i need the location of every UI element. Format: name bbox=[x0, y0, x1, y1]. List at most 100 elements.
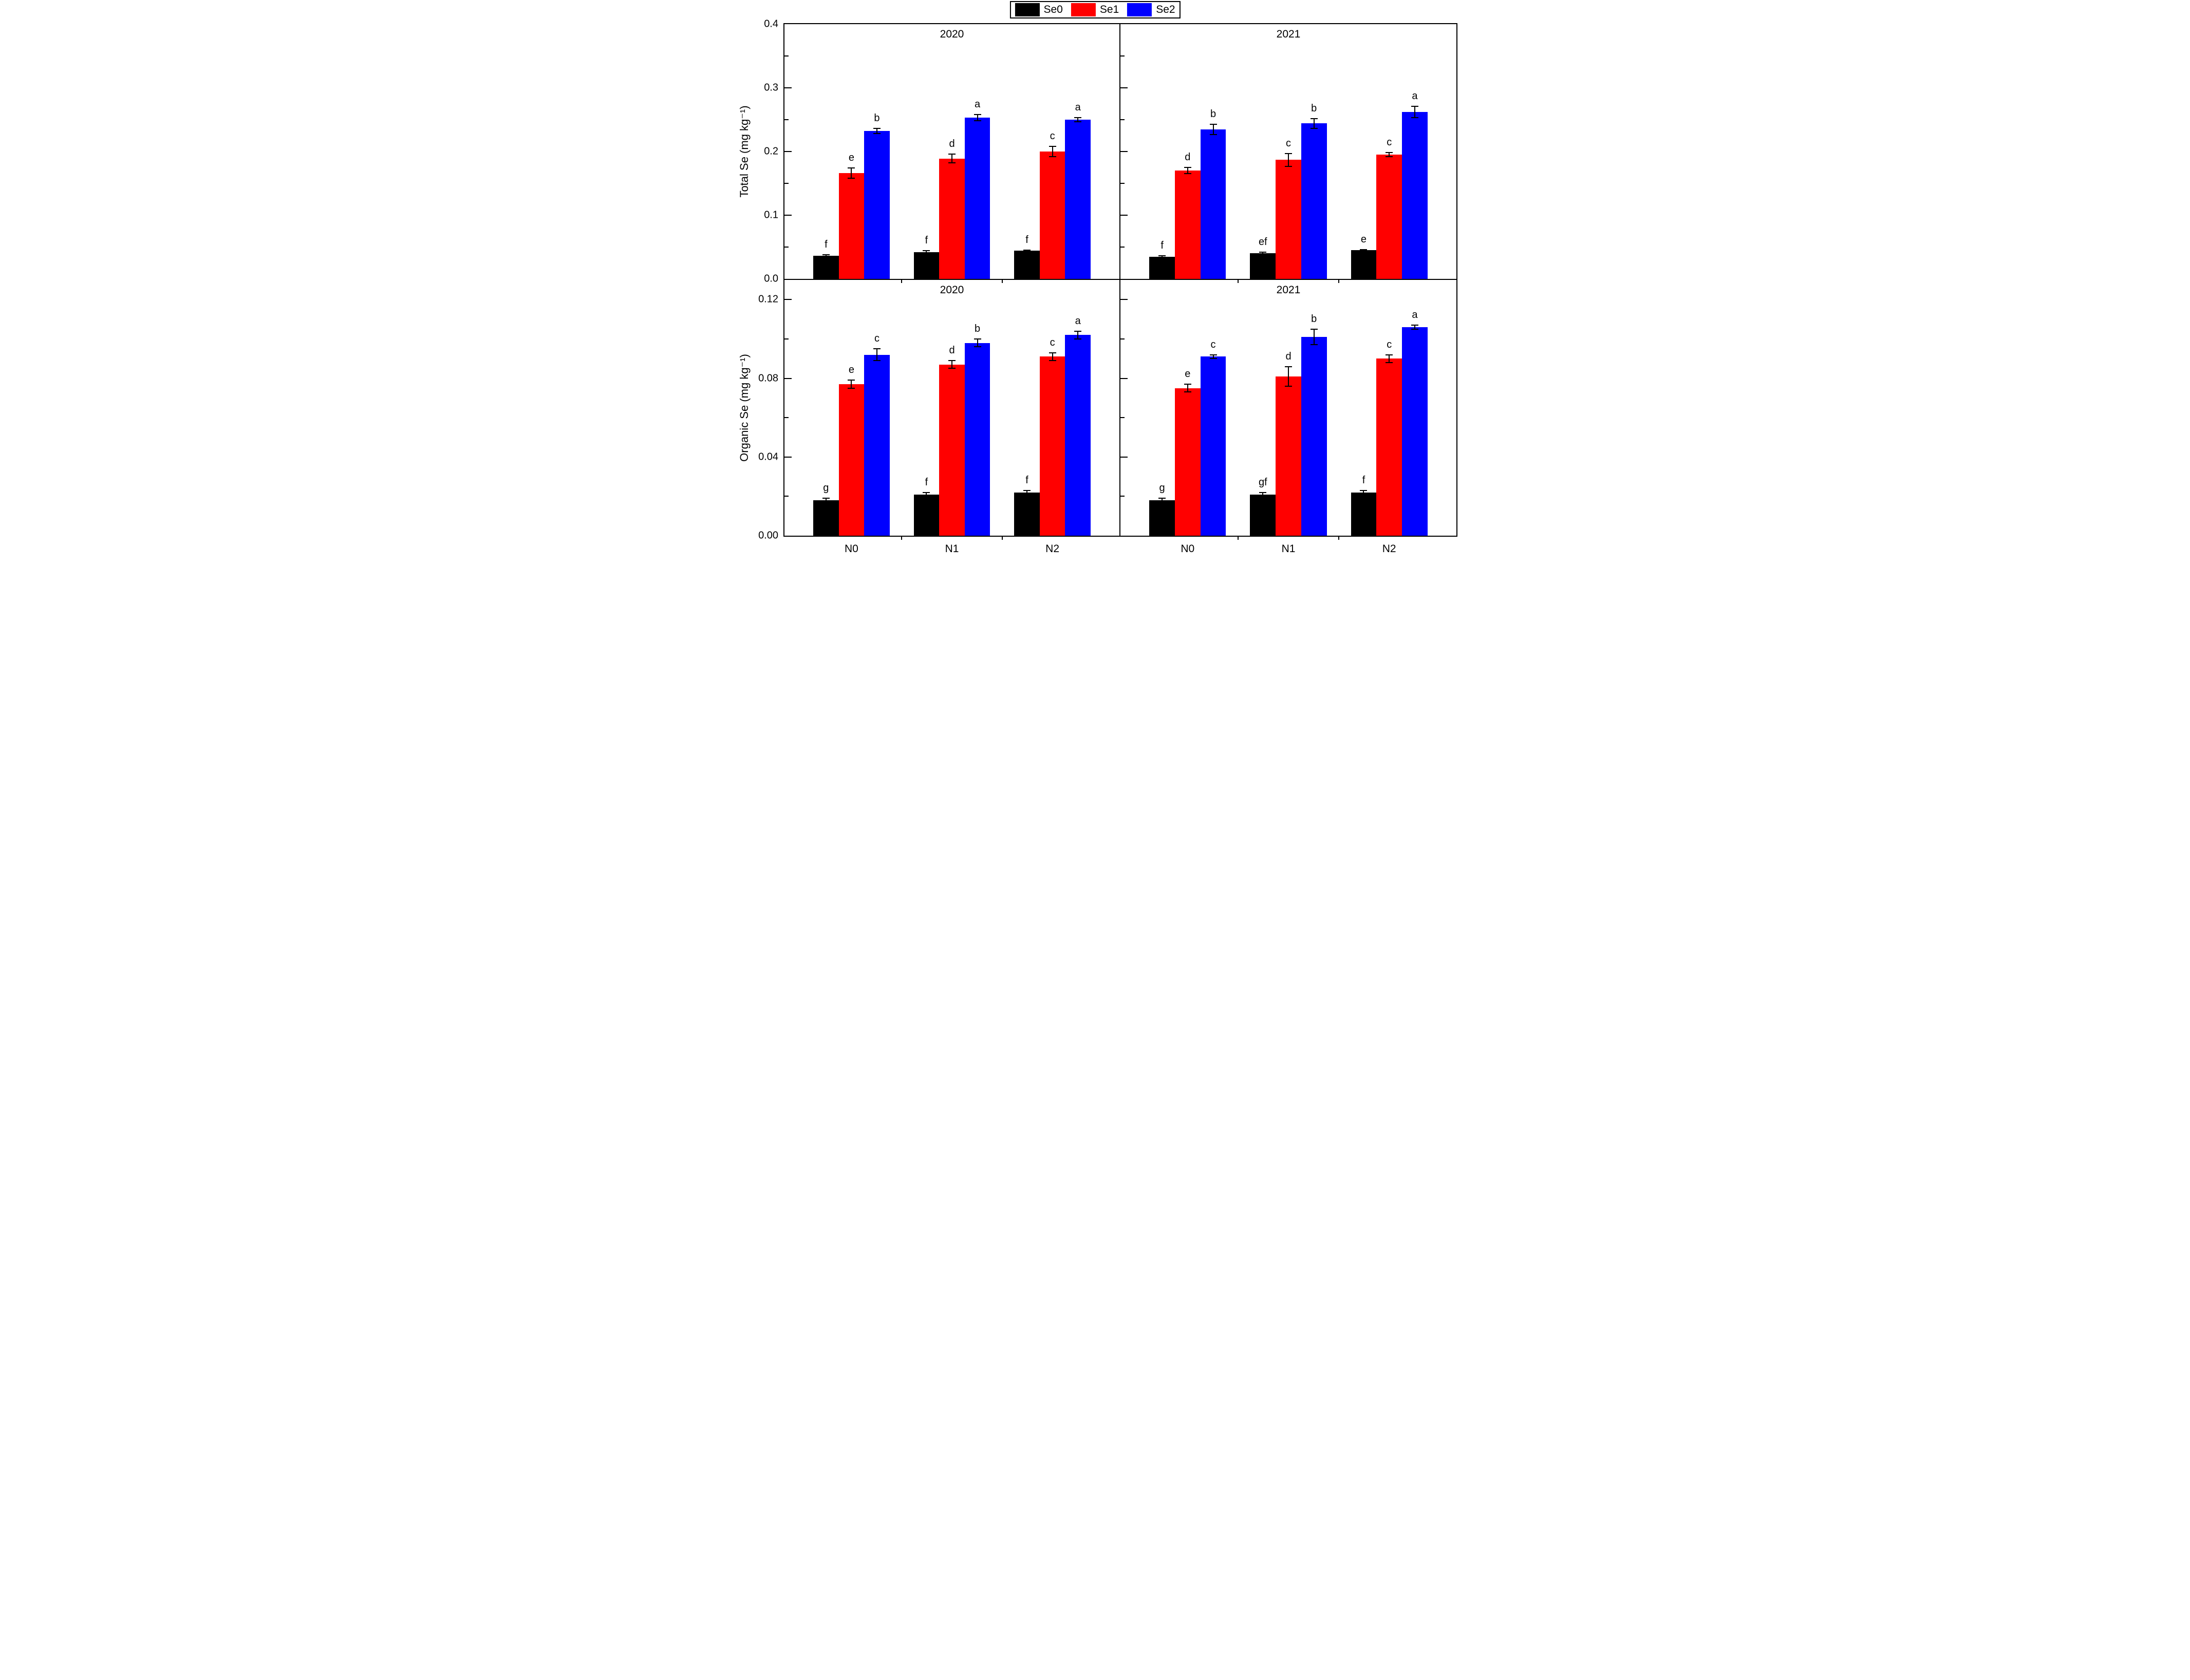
error-bar bbox=[1212, 354, 1214, 359]
x-category-label-n2: N2 bbox=[1382, 543, 1396, 555]
y-axis-title-total-se: Total Se (mg kg⁻¹) bbox=[738, 105, 751, 198]
bar-se2-n2 bbox=[1402, 112, 1428, 279]
significance-letter: d bbox=[1285, 350, 1291, 362]
bar-se1-n0 bbox=[838, 173, 865, 279]
error-bar-cap-top bbox=[822, 254, 830, 255]
y-minor-tick bbox=[1120, 247, 1125, 248]
error-bar-cap-top bbox=[1285, 366, 1292, 367]
error-bar bbox=[951, 154, 952, 163]
error-bar-cap-bottom bbox=[1209, 358, 1217, 360]
error-bar-cap-bottom bbox=[1386, 156, 1393, 157]
y-minor-tick bbox=[1120, 417, 1125, 419]
significance-letter: d bbox=[949, 138, 955, 149]
y-minor-tick bbox=[784, 417, 789, 419]
significance-letter: c bbox=[874, 333, 879, 345]
error-bar bbox=[1313, 329, 1315, 345]
significance-letter: e bbox=[1185, 368, 1191, 380]
error-bar bbox=[926, 251, 927, 254]
significance-letter: f bbox=[1362, 474, 1365, 486]
error-bar bbox=[1212, 124, 1214, 135]
significance-letter: c bbox=[1050, 130, 1055, 142]
significance-letter: f bbox=[1025, 474, 1028, 486]
error-bar bbox=[1026, 250, 1028, 252]
chart-grid: 2020 0.0 0.1 0.2 0.3 0.4 f f f e d c b a a 2021 f ef e d… bbox=[758, 18, 1457, 555]
y-tick-label: 0.04 bbox=[758, 451, 778, 463]
x-minor-tick bbox=[1001, 536, 1003, 540]
error-bar-cap-top bbox=[1285, 153, 1292, 154]
legend-label-se0: Se0 bbox=[1043, 4, 1063, 15]
bar-se1-n2 bbox=[1039, 152, 1065, 279]
error-bar-cap-bottom bbox=[873, 133, 881, 135]
significance-letter: f bbox=[925, 476, 928, 488]
y-minor-tick bbox=[784, 247, 789, 248]
legend-item-se0: Se0 bbox=[1015, 3, 1063, 16]
y-tick-label: 0.08 bbox=[758, 372, 778, 384]
bar-se2-n0 bbox=[1200, 356, 1226, 536]
error-bar bbox=[851, 168, 852, 179]
y-major-tick bbox=[784, 377, 792, 379]
panel-organic-se-2021: 2021 g gf f e d c c b a N0 N1 N2 bbox=[1120, 280, 1456, 555]
legend-swatch-se0 bbox=[1015, 3, 1040, 16]
legend: Se0 Se1 Se2 bbox=[1009, 1, 1181, 18]
y-tick-label: 0.4 bbox=[764, 18, 778, 30]
error-bar bbox=[1187, 384, 1188, 392]
panel-title: 2021 bbox=[1276, 28, 1301, 40]
legend-swatch-se2 bbox=[1127, 3, 1152, 16]
error-bar-cap-bottom bbox=[848, 178, 855, 179]
x-minor-tick bbox=[1237, 536, 1239, 540]
bar-se2-n1 bbox=[1301, 337, 1327, 536]
error-bar-cap-top bbox=[822, 498, 830, 499]
significance-letter: gf bbox=[1258, 476, 1267, 488]
y-minor-tick bbox=[1120, 119, 1125, 120]
bar-se1-n1 bbox=[939, 364, 965, 536]
error-bar-cap-bottom bbox=[974, 120, 981, 122]
significance-letter: b bbox=[1311, 313, 1317, 325]
error-bar-cap-top bbox=[1049, 352, 1056, 353]
error-bar-cap-top bbox=[1023, 250, 1031, 251]
error-bar-cap-top bbox=[1184, 167, 1191, 168]
significance-letter: b bbox=[1311, 102, 1317, 114]
significance-letter: f bbox=[1160, 240, 1164, 252]
error-bar-cap-top bbox=[1209, 123, 1217, 125]
error-bar bbox=[1262, 252, 1264, 255]
bar-se2-n0 bbox=[864, 354, 890, 536]
error-bar-cap-top bbox=[1411, 105, 1418, 107]
bar-se1-n2 bbox=[1039, 356, 1065, 536]
bar-se0-n2 bbox=[1351, 250, 1377, 279]
error-bar-cap-top bbox=[1386, 152, 1393, 154]
bar-se2-n2 bbox=[1065, 120, 1091, 279]
bar-se2-n2 bbox=[1402, 327, 1428, 536]
error-bar-cap-top bbox=[1259, 251, 1267, 253]
y-major-tick bbox=[1120, 151, 1128, 152]
significance-letter: g bbox=[1159, 482, 1165, 494]
panel-title: 2020 bbox=[940, 28, 964, 40]
error-bar-cap-bottom bbox=[1023, 251, 1031, 252]
error-bar bbox=[1026, 490, 1028, 495]
error-bar-cap-bottom bbox=[1049, 156, 1056, 157]
error-bar-cap-bottom bbox=[1285, 385, 1292, 387]
error-bar bbox=[1363, 490, 1364, 495]
significance-letter: c bbox=[1050, 336, 1055, 348]
x-minor-tick bbox=[1338, 536, 1340, 540]
significance-letter: ef bbox=[1258, 236, 1267, 248]
error-bar bbox=[977, 115, 978, 121]
bar-se0-n0 bbox=[1149, 256, 1175, 279]
error-bar-cap-top bbox=[1023, 489, 1031, 491]
panel-title: 2020 bbox=[940, 284, 964, 296]
x-category-label-n1: N1 bbox=[1281, 543, 1296, 555]
error-bar-cap-bottom bbox=[1184, 391, 1191, 393]
bar-se1-n1 bbox=[1276, 160, 1301, 279]
significance-letter: c bbox=[1387, 338, 1392, 350]
error-bar-cap-top bbox=[1158, 255, 1166, 257]
error-bar-cap-top bbox=[848, 380, 855, 381]
error-bar bbox=[1414, 106, 1415, 118]
legend-item-se2: Se2 bbox=[1127, 3, 1175, 16]
error-bar bbox=[1389, 153, 1390, 157]
bar-se1-n0 bbox=[1174, 388, 1201, 536]
error-bar-cap-bottom bbox=[1310, 128, 1318, 129]
x-minor-tick bbox=[1237, 279, 1239, 283]
significance-letter: a bbox=[1412, 90, 1418, 102]
error-bar-cap-top bbox=[974, 114, 981, 116]
significance-letter: c bbox=[1387, 137, 1392, 148]
legend-item-se1: Se1 bbox=[1071, 3, 1119, 16]
